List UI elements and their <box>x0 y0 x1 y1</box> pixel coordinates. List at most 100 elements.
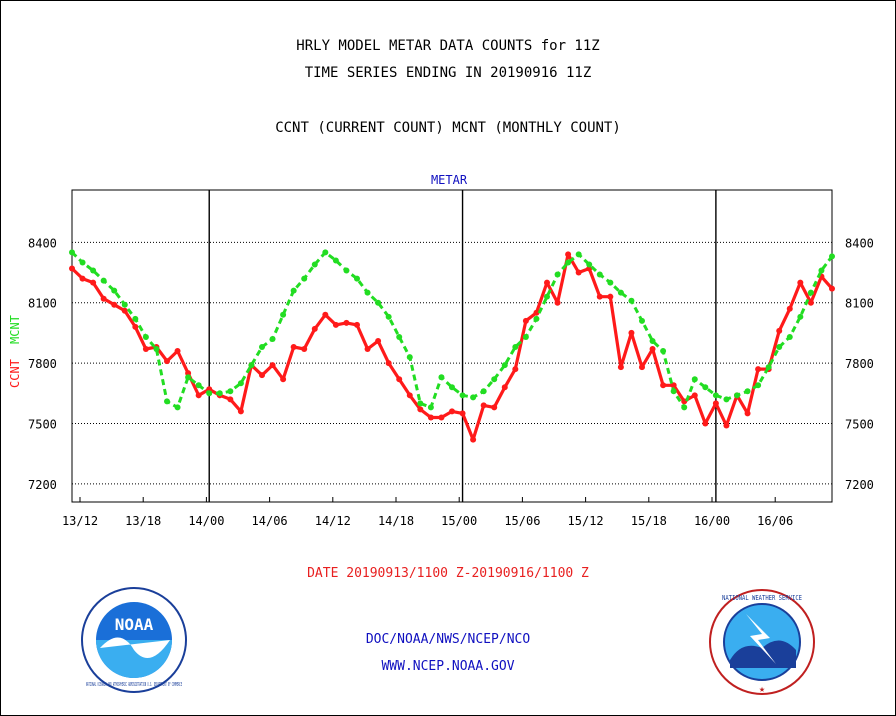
data-point-ccnt <box>554 299 561 306</box>
data-point-mcnt <box>206 390 213 397</box>
data-point-mcnt <box>702 384 709 391</box>
data-point-ccnt <box>565 251 572 258</box>
y-tick-label: 7800 <box>28 357 57 371</box>
data-point-ccnt <box>280 376 287 383</box>
y-tick-label-right: 7500 <box>845 417 874 431</box>
data-point-ccnt <box>438 414 445 421</box>
data-point-ccnt <box>290 344 297 351</box>
data-point-mcnt <box>248 362 255 369</box>
date-range: DATE 20190913/1100 Z-20190916/1100 Z <box>307 566 589 581</box>
data-point-mcnt <box>628 297 635 304</box>
data-point-mcnt <box>649 337 656 344</box>
x-tick-label: 15/12 <box>568 514 604 528</box>
data-point-mcnt <box>723 396 730 403</box>
data-point-mcnt <box>480 388 487 395</box>
data-point-ccnt <box>142 346 149 353</box>
data-point-mcnt <box>90 267 97 274</box>
series-line-mcnt <box>70 250 834 409</box>
data-point-mcnt <box>237 380 244 387</box>
data-point-ccnt <box>111 301 118 308</box>
data-point-mcnt <box>660 348 667 355</box>
data-point-ccnt <box>470 436 477 443</box>
data-point-ccnt <box>396 376 403 383</box>
noaa-logo: NOAA NATIONAL OCEANIC AND ATMOSPHERIC AD… <box>81 587 187 693</box>
data-point-ccnt <box>132 323 139 330</box>
data-point-mcnt <box>142 333 149 340</box>
data-point-mcnt <box>153 346 160 353</box>
data-point-ccnt <box>195 392 202 399</box>
data-point-ccnt <box>628 329 635 336</box>
data-point-ccnt <box>100 295 107 302</box>
data-point-mcnt <box>417 400 424 407</box>
data-point-mcnt <box>586 261 593 268</box>
data-point-mcnt <box>776 344 783 351</box>
data-point-ccnt <box>332 321 339 328</box>
data-point-ccnt <box>449 408 455 415</box>
series-layer <box>69 249 835 443</box>
x-tick-label: 15/18 <box>631 514 667 528</box>
data-point-ccnt <box>575 269 582 276</box>
y-tick-label: 8100 <box>28 297 57 311</box>
data-point-mcnt <box>111 287 118 294</box>
x-tick-label: 16/00 <box>694 514 730 528</box>
x-tick-label: 16/06 <box>757 514 793 528</box>
plot-area <box>71 189 833 503</box>
data-point-ccnt <box>776 327 783 334</box>
x-tick-label: 14/06 <box>252 514 288 528</box>
data-point-mcnt <box>797 313 804 320</box>
plot-title: METAR <box>431 173 468 187</box>
data-point-ccnt <box>427 414 434 421</box>
data-point-mcnt <box>691 376 698 383</box>
data-point-mcnt <box>554 271 561 278</box>
data-point-mcnt <box>280 311 287 318</box>
data-point-ccnt <box>639 364 645 371</box>
data-point-mcnt <box>79 259 86 266</box>
data-point-mcnt <box>755 382 762 389</box>
data-point-ccnt <box>617 364 624 371</box>
data-point-ccnt <box>459 410 466 417</box>
data-point-ccnt <box>406 392 413 399</box>
data-point-mcnt <box>639 317 645 324</box>
data-point-ccnt <box>237 408 244 415</box>
x-tick-label: 14/12 <box>315 514 351 528</box>
data-point-mcnt <box>164 398 170 405</box>
data-point-ccnt <box>375 337 382 344</box>
data-point-ccnt <box>174 348 181 355</box>
data-point-ccnt <box>354 321 360 328</box>
data-point-ccnt <box>385 360 392 367</box>
data-point-mcnt <box>438 374 445 381</box>
nws-logo-star: ★ <box>759 684 765 695</box>
data-point-mcnt <box>607 279 614 286</box>
data-point-mcnt <box>765 364 772 371</box>
x-tick-label: 14/00 <box>188 514 224 528</box>
y-tick-label: 7500 <box>28 417 57 431</box>
data-point-mcnt <box>744 388 751 395</box>
grid-layer <box>72 190 832 502</box>
y-tick-label-right: 7800 <box>845 357 874 371</box>
data-point-ccnt <box>533 309 540 316</box>
data-point-mcnt <box>322 249 329 256</box>
data-point-mcnt <box>470 394 477 401</box>
x-tick-label: 13/18 <box>125 514 161 528</box>
data-point-mcnt <box>617 289 624 296</box>
data-point-mcnt <box>459 392 466 399</box>
y-tick-label: 7200 <box>28 478 57 492</box>
data-point-ccnt <box>79 275 86 282</box>
data-point-mcnt <box>544 293 550 300</box>
data-point-mcnt <box>786 333 793 340</box>
data-point-ccnt <box>712 400 719 407</box>
data-point-mcnt <box>522 333 529 340</box>
data-point-mcnt <box>343 267 350 274</box>
data-point-ccnt <box>829 285 835 292</box>
data-point-mcnt <box>596 271 603 278</box>
data-point-ccnt <box>723 422 730 429</box>
data-point-mcnt <box>121 301 128 308</box>
data-point-ccnt <box>522 317 529 324</box>
noaa-logo-text: NOAA <box>115 615 154 634</box>
data-point-ccnt <box>649 346 656 353</box>
y-tick-label-right: 8400 <box>845 236 874 250</box>
data-point-ccnt <box>259 372 265 379</box>
data-point-mcnt <box>575 251 582 258</box>
data-point-mcnt <box>501 362 508 369</box>
data-point-mcnt <box>712 392 719 399</box>
